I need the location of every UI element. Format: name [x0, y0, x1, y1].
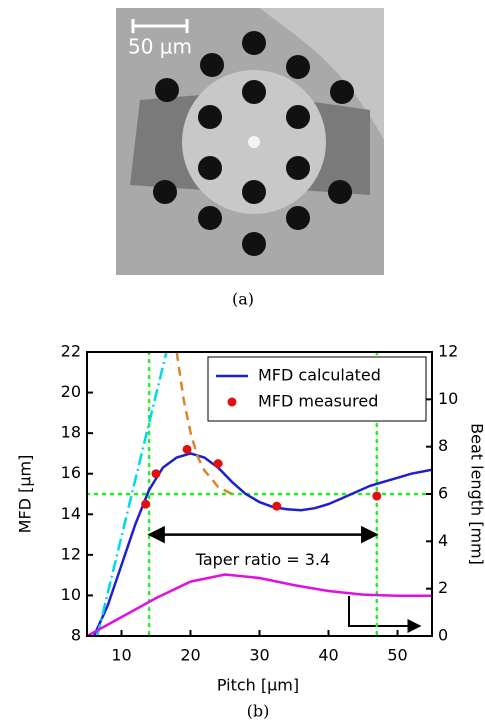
x-axis-label: Pitch [µm]: [217, 676, 299, 695]
legend-box: [207, 356, 427, 422]
series-line: [87, 573, 432, 636]
series-line: [92, 452, 432, 636]
y-tick-label: 10: [61, 585, 81, 604]
x-tick-label: 10: [111, 646, 131, 665]
y2-tick-label: 10: [438, 389, 458, 408]
data-point: [151, 469, 161, 479]
y-tick-label: 16: [61, 463, 81, 482]
x-tick-label: 50: [387, 646, 407, 665]
x-tick-label: 20: [180, 646, 200, 665]
y2-tick-label: 8: [438, 436, 448, 455]
x-tick-label: 30: [249, 646, 269, 665]
caption: (a): [232, 290, 254, 309]
sem-image: 50 µm: [116, 8, 384, 275]
y2-tick-label: 0: [438, 626, 448, 645]
legend-label: MFD calculated: [258, 366, 381, 385]
caption: (b): [247, 702, 270, 721]
y-tick-label: 8: [71, 626, 81, 645]
series-line: [96, 352, 168, 636]
annotation-label: Taper ratio = 3.4: [195, 550, 331, 569]
y2-tick-label: 4: [438, 531, 448, 550]
y-tick-label: 20: [61, 382, 81, 401]
axis-arrow: [348, 596, 422, 633]
y2-axis-label: Beat length [mm]: [468, 423, 485, 565]
y2-tick-label: 12: [438, 342, 458, 361]
data-point: [213, 459, 223, 469]
data-point: [182, 444, 192, 454]
y-tick-label: 12: [61, 544, 81, 563]
data-point: [272, 501, 282, 511]
data-point: [141, 499, 151, 509]
y2-tick-label: 6: [438, 484, 448, 503]
series-line: [175, 352, 233, 496]
legend-label: MFD measured: [258, 392, 378, 411]
x-tick-label: 40: [318, 646, 338, 665]
legend-marker: [227, 397, 237, 407]
y-tick-label: 14: [61, 504, 81, 523]
y2-tick-label: 2: [438, 578, 448, 597]
data-point: [372, 491, 382, 501]
y-tick-label: 22: [61, 342, 81, 361]
y-axis-label: MFD [µm]: [16, 455, 35, 534]
y-tick-label: 18: [61, 423, 81, 442]
scale-label: 50 µm: [128, 35, 192, 59]
